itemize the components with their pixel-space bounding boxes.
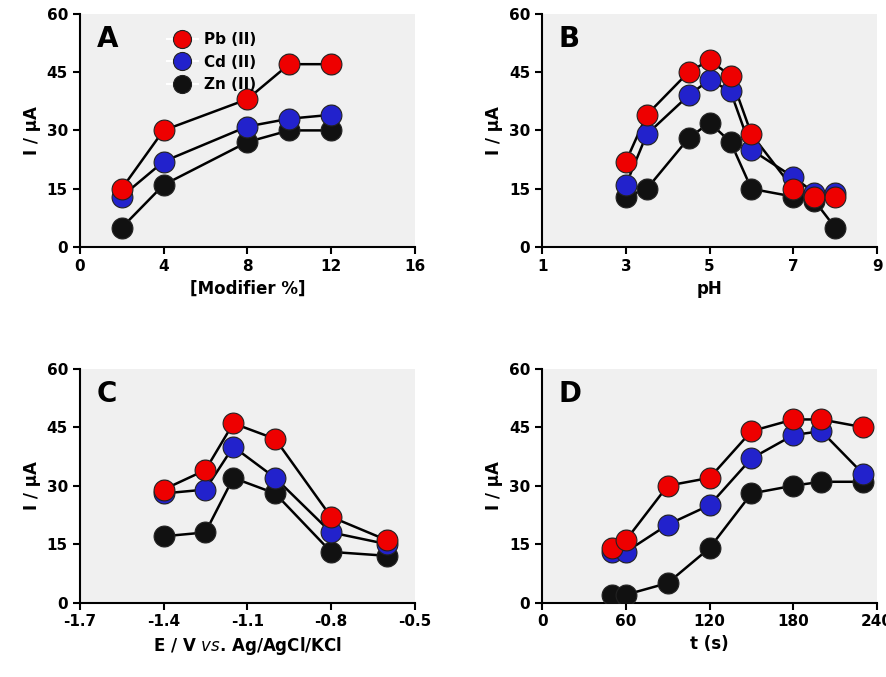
X-axis label: pH: pH [696, 280, 722, 298]
X-axis label: [Modifier %]: [Modifier %] [190, 280, 305, 298]
Text: C: C [97, 380, 117, 408]
X-axis label: E / V $\it{vs}$. Ag/AgCl/KCl: E / V $\it{vs}$. Ag/AgCl/KCl [152, 635, 342, 657]
Text: A: A [97, 25, 118, 53]
Y-axis label: I / μA: I / μA [23, 461, 41, 510]
Y-axis label: I / μA: I / μA [486, 106, 503, 155]
Legend: Pb (II), Cd (II), Zn (II): Pb (II), Cd (II), Zn (II) [161, 26, 262, 98]
Text: D: D [559, 380, 582, 408]
X-axis label: t (s): t (s) [690, 635, 729, 653]
Text: B: B [559, 25, 580, 53]
Y-axis label: I / μA: I / μA [486, 461, 503, 510]
Y-axis label: I / μA: I / μA [23, 106, 41, 155]
